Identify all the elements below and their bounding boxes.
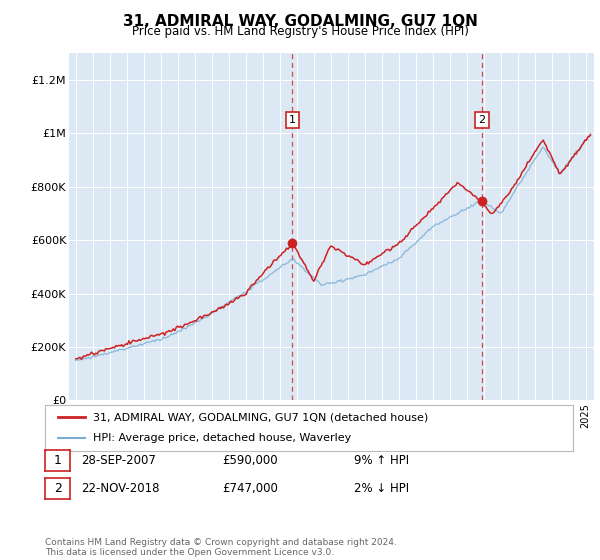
Text: £747,000: £747,000 [222,482,278,495]
Text: 28-SEP-2007: 28-SEP-2007 [81,454,156,467]
Text: 22-NOV-2018: 22-NOV-2018 [81,482,160,495]
Text: HPI: Average price, detached house, Waverley: HPI: Average price, detached house, Wave… [92,433,351,444]
Text: Contains HM Land Registry data © Crown copyright and database right 2024.
This d: Contains HM Land Registry data © Crown c… [45,538,397,557]
Text: 2: 2 [53,482,62,495]
Text: 31, ADMIRAL WAY, GODALMING, GU7 1QN (detached house): 31, ADMIRAL WAY, GODALMING, GU7 1QN (det… [92,412,428,422]
Text: 2: 2 [478,115,485,125]
Text: 9% ↑ HPI: 9% ↑ HPI [354,454,409,467]
Text: Price paid vs. HM Land Registry's House Price Index (HPI): Price paid vs. HM Land Registry's House … [131,25,469,38]
Text: 1: 1 [289,115,296,125]
Text: 2% ↓ HPI: 2% ↓ HPI [354,482,409,495]
Text: 31, ADMIRAL WAY, GODALMING, GU7 1QN: 31, ADMIRAL WAY, GODALMING, GU7 1QN [122,14,478,29]
Text: £590,000: £590,000 [222,454,278,467]
Text: 1: 1 [53,454,62,467]
